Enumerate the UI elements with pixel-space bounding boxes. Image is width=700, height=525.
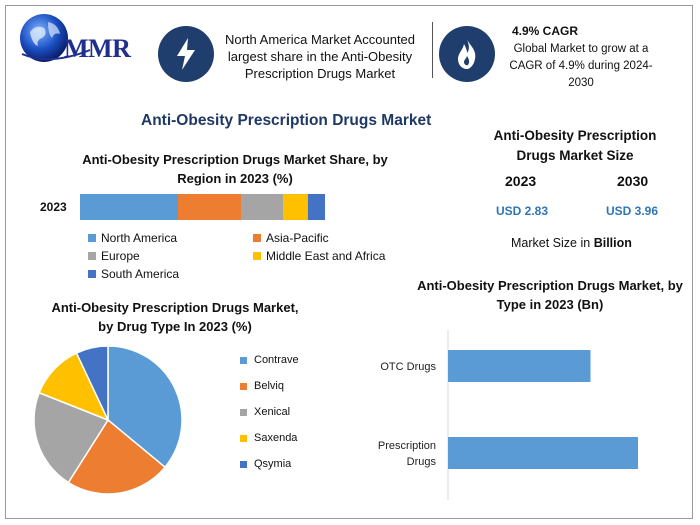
- region-chart-title: Anti-Obesity Prescription Drugs Market S…: [82, 152, 388, 186]
- brand-logo-text: MMR: [64, 34, 131, 63]
- main-title: Anti-Obesity Prescription Drugs Market: [141, 112, 432, 129]
- cagr-description: Global Market to grow at a CAGR of 4.9% …: [509, 43, 653, 89]
- region-bar-segment-north-america: [80, 194, 178, 220]
- pie-slice-contrave: [107, 345, 183, 469]
- header-divider: [432, 22, 433, 78]
- market-size-unit: Market Size in Billion: [511, 236, 632, 250]
- legend-swatch: [88, 252, 96, 260]
- legend-saxenda: Saxenda: [240, 432, 297, 444]
- north-america-share-text: North America Market Accounted largest s…: [224, 32, 416, 81]
- legend-label: South America: [101, 267, 180, 281]
- region-bar-segment-europe: [241, 194, 284, 220]
- legend-label: North America: [101, 231, 178, 245]
- market-size-2030-value: USD 3.96: [606, 204, 659, 218]
- unit-label: Market Size in: [511, 236, 591, 250]
- legend-europe: Europe: [88, 249, 140, 263]
- flame-icon: [458, 39, 476, 69]
- legend-south-america: South America: [88, 267, 179, 281]
- pie-slice-belviq: [67, 418, 167, 495]
- legend-swatch: [240, 356, 247, 364]
- type-category-label: OTC Drugs: [380, 361, 436, 373]
- region-bar-segment-south-america: [307, 194, 325, 220]
- type-category-label-line: OTC Drugs: [380, 361, 436, 373]
- legend-label: Belviq: [254, 380, 284, 392]
- legend-qsymia: Qsymia: [240, 458, 291, 470]
- globe-logo-icon: [20, 14, 91, 62]
- year-2030-label: 2030: [617, 173, 649, 189]
- lightning-badge: [158, 26, 214, 82]
- infographic-frame: [5, 5, 693, 519]
- year-2023-label: 2023: [505, 173, 537, 189]
- legend-xenical: Xenical: [240, 406, 290, 418]
- legend-label: Qsymia: [254, 458, 292, 470]
- region-bar-segment-middle-east-and-africa: [283, 194, 308, 220]
- market-size-2023-value: USD 2.83: [496, 204, 549, 218]
- legend-swatch: [88, 234, 96, 242]
- pie-slice-xenical: [33, 391, 110, 484]
- pie-slice-qsymia: [75, 345, 109, 421]
- legend-label: Saxenda: [254, 432, 298, 444]
- legend-north-america: North America: [88, 231, 177, 245]
- drug-type-chart-title: Anti-Obesity Prescription Drugs Market, …: [51, 300, 299, 334]
- drug-type-pie-chart: [33, 345, 183, 495]
- legend-swatch: [240, 434, 247, 442]
- legend-contrave: Contrave: [240, 354, 299, 366]
- legend-label: Europe: [101, 249, 140, 263]
- region-bar-category-label: 2023: [40, 200, 67, 214]
- legend-asia-pacific: Asia-Pacific: [253, 231, 329, 245]
- unit-bold: Billion: [593, 236, 632, 250]
- legend-swatch: [88, 270, 96, 278]
- type-category-label: Prescription Drugs: [378, 440, 437, 468]
- type-chart-title: Anti-Obesity Prescription Drugs Market, …: [417, 278, 683, 312]
- legend-swatch: [240, 408, 247, 416]
- region-bar-segment-asia-pacific: [178, 194, 242, 220]
- legend-swatch: [253, 252, 261, 260]
- legend-label: Contrave: [254, 354, 299, 366]
- type-bar-otc-drugs: [448, 350, 591, 382]
- type-category-label-line: Prescription: [378, 440, 436, 452]
- legend-label: Xenical: [254, 406, 291, 418]
- type-bar-prescription-drugs: [448, 437, 638, 469]
- lightning-icon: [177, 38, 195, 70]
- legend-belviq: Belviq: [240, 380, 284, 392]
- legend-label: Middle East and Africa: [266, 249, 386, 263]
- market-size-title: Anti-Obesity Prescription Drugs Market S…: [493, 128, 657, 163]
- type-category-label-line: Drugs: [407, 456, 437, 468]
- cagr-title: 4.9% CAGR: [512, 24, 579, 38]
- pie-legend: Contrave Belviq Xenical Saxenda Qsymia: [240, 354, 360, 474]
- legend-swatch: [240, 382, 247, 390]
- type-bar-chart: OTC Drugs Prescription Drugs: [378, 330, 638, 500]
- legend-swatch: [240, 460, 247, 468]
- legend-swatch: [253, 234, 261, 242]
- flame-badge: [439, 26, 495, 82]
- region-stacked-bar: [80, 194, 325, 220]
- legend-label: Asia-Pacific: [266, 231, 329, 245]
- legend-middle-east-africa: Middle East and Africa: [253, 249, 385, 263]
